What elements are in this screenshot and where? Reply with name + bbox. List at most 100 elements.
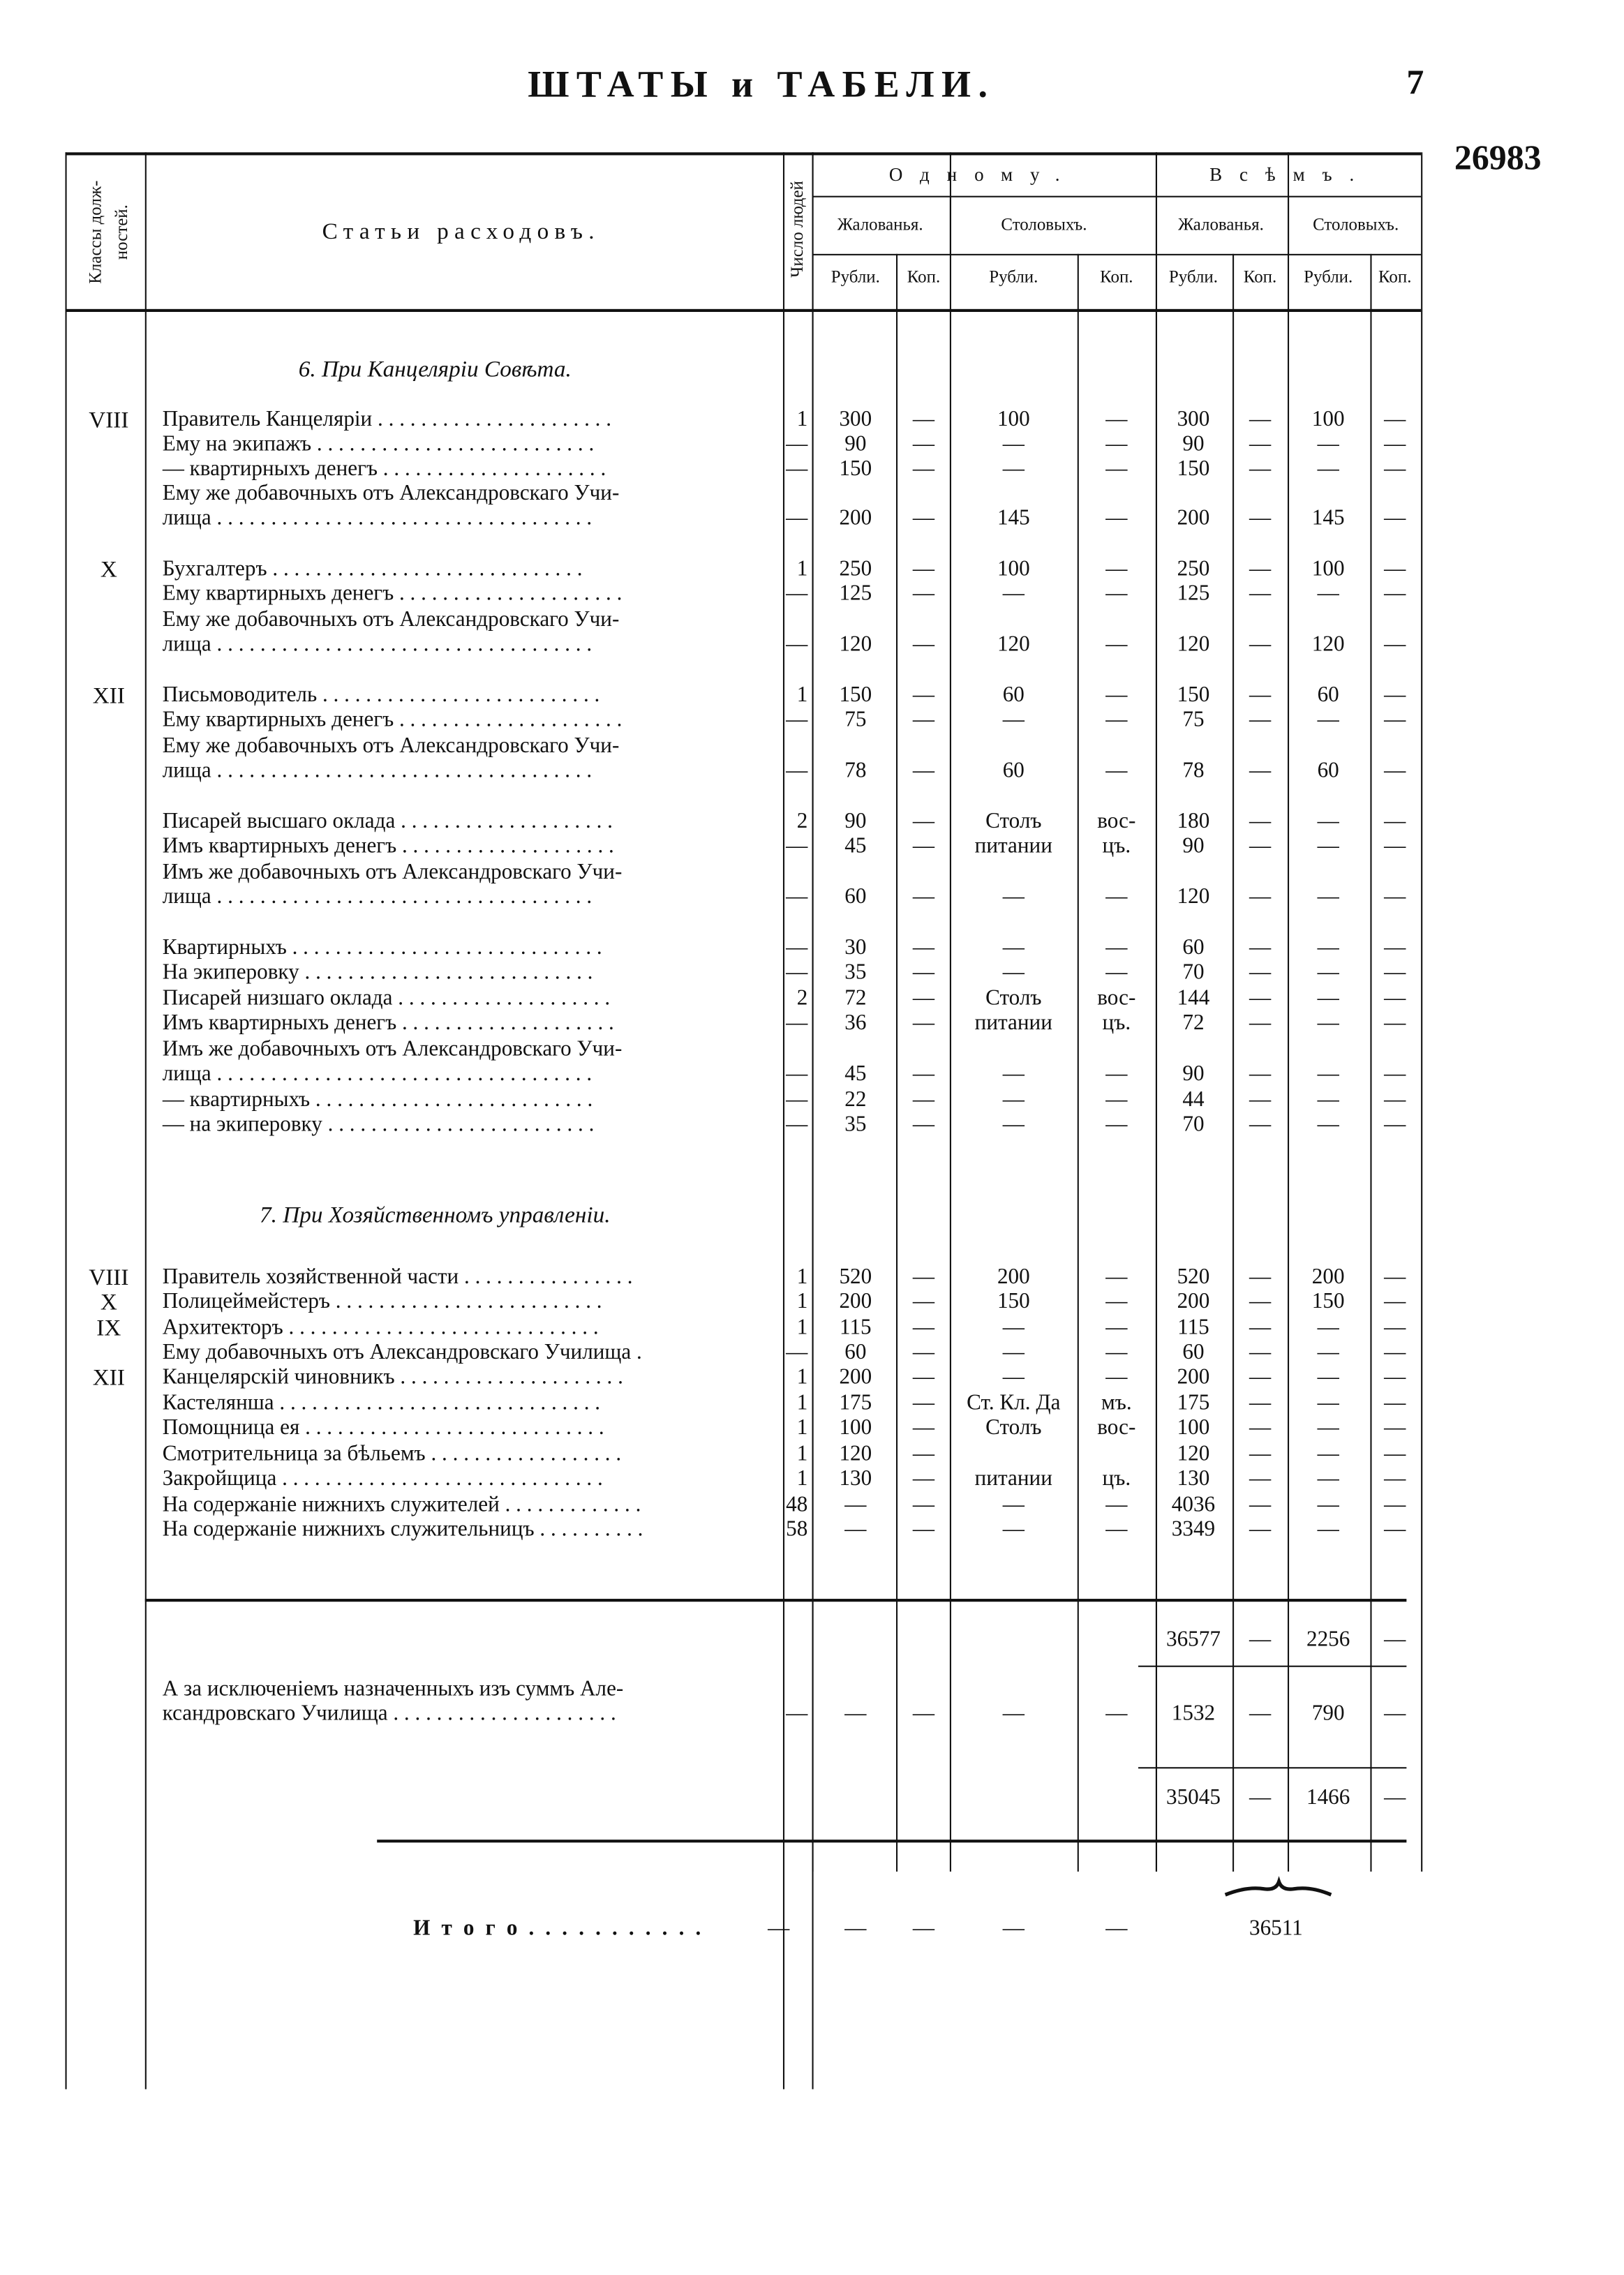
- people-count: 1: [796, 1392, 808, 1416]
- amount: —: [1249, 961, 1272, 985]
- amount: —: [1002, 457, 1025, 482]
- amount: 130: [839, 1467, 872, 1491]
- amount: —: [912, 507, 935, 530]
- item-text: Имъ же добавочныхъ отъ Александровскаго …: [162, 1038, 623, 1061]
- people-count: —: [786, 936, 808, 960]
- amount: 36577: [1165, 1628, 1221, 1652]
- amount: —: [1249, 886, 1272, 909]
- header-cell: ностей.: [110, 204, 132, 260]
- amount: 44: [1182, 1089, 1205, 1112]
- amount: 150: [1177, 684, 1210, 708]
- item-text: Правитель хозяйственной части . . . . . …: [162, 1265, 633, 1290]
- header-cell: Коп.: [1100, 266, 1133, 287]
- amount: —: [912, 1062, 935, 1087]
- amount: 100: [1177, 1417, 1210, 1440]
- people-count: 1: [796, 1366, 808, 1389]
- amount: —: [912, 582, 935, 606]
- rule: [144, 1599, 1407, 1602]
- amount: 200: [1311, 1265, 1345, 1290]
- amount: —: [1317, 1417, 1339, 1440]
- header-cell: Столовыхъ.: [1001, 214, 1087, 234]
- amount: —: [912, 1417, 935, 1440]
- amount: —: [1384, 987, 1406, 1011]
- class-rank: XII: [92, 684, 125, 709]
- item-text: лища . . . . . . . . . . . . . . . . . .…: [162, 759, 593, 783]
- rule: [1232, 253, 1235, 1872]
- item-text: Правитель Канцеляріи . . . . . . . . . .…: [162, 408, 612, 432]
- amount: 75: [844, 708, 867, 732]
- people-count: —: [786, 708, 808, 732]
- amount: —: [1249, 1366, 1272, 1389]
- amount: 200: [1177, 1366, 1210, 1389]
- amount: —: [1249, 759, 1272, 783]
- amount: —: [1384, 886, 1406, 909]
- item-text: Помощница ея . . . . . . . . . . . . . .…: [162, 1417, 604, 1440]
- amount: —: [1105, 1265, 1128, 1290]
- people-count: —: [786, 961, 808, 985]
- amount: 3349: [1171, 1518, 1216, 1542]
- amount: 150: [839, 457, 872, 482]
- amount: —: [1002, 1366, 1025, 1389]
- amount: —: [1317, 708, 1339, 732]
- amount: —: [1249, 1316, 1272, 1340]
- amount: 300: [1177, 408, 1210, 432]
- amount: —: [1384, 1012, 1406, 1036]
- amount: 115: [840, 1316, 872, 1340]
- amount: —: [1249, 558, 1272, 581]
- amount: —: [1249, 433, 1272, 456]
- amount: Столъ: [985, 810, 1042, 834]
- amount: —: [1317, 457, 1339, 482]
- amount: вос-: [1097, 1417, 1136, 1440]
- amount: —: [912, 886, 935, 909]
- amount: Столъ: [985, 987, 1042, 1011]
- amount: 60: [1182, 936, 1205, 960]
- item-text: Имъ квартирныхъ денегъ . . . . . . . . .…: [162, 835, 614, 858]
- amount: —: [1384, 835, 1406, 858]
- amount: —: [1105, 558, 1128, 581]
- amount: —: [1384, 759, 1406, 783]
- archive-number: 26983: [1454, 140, 1542, 178]
- rule: [1370, 253, 1373, 1872]
- item-text: На содержаніе нижнихъ служителей . . . .…: [162, 1493, 641, 1517]
- amount: —: [1384, 1113, 1406, 1137]
- rule: [949, 195, 952, 254]
- rule: [1138, 1767, 1407, 1769]
- amount: 70: [1182, 961, 1205, 985]
- people-count: 1: [796, 1316, 808, 1340]
- people-count: —: [786, 1062, 808, 1087]
- amount: —: [1317, 1316, 1339, 1340]
- amount: —: [1105, 408, 1128, 432]
- item-text: Письмоводитель . . . . . . . . . . . . .…: [162, 684, 600, 708]
- amount: —: [1317, 1442, 1339, 1466]
- amount: цъ.: [1102, 835, 1131, 858]
- amount: —: [1384, 1787, 1406, 1810]
- amount: —: [1105, 582, 1128, 606]
- amount: 120: [1311, 633, 1345, 657]
- amount: —: [1249, 1628, 1272, 1652]
- rule: [949, 152, 952, 1872]
- people-count: —: [786, 1113, 808, 1137]
- amount: 175: [839, 1392, 872, 1416]
- page-number: 7: [1406, 64, 1424, 103]
- amount: мъ.: [1101, 1392, 1132, 1416]
- amount: —: [912, 810, 935, 834]
- amount: 250: [839, 558, 872, 581]
- amount: —: [1105, 759, 1128, 783]
- amount: Столъ: [985, 1417, 1042, 1440]
- amount: —: [1384, 1265, 1406, 1290]
- amount: 90: [1182, 835, 1205, 858]
- item-text: лища . . . . . . . . . . . . . . . . . .…: [162, 633, 593, 657]
- people-count: —: [786, 507, 808, 530]
- amount: —: [912, 1265, 935, 1290]
- class-rank: VIII: [89, 408, 129, 433]
- header-cell: Одному.: [888, 163, 1078, 186]
- amount: —: [1317, 961, 1339, 985]
- amount: 78: [844, 759, 867, 783]
- amount: —: [1105, 1062, 1128, 1087]
- amount: —: [912, 408, 935, 432]
- amount: —: [1249, 408, 1272, 432]
- amount: —: [1384, 558, 1406, 581]
- amount: —: [1002, 886, 1025, 909]
- amount: —: [1002, 433, 1025, 456]
- people-count: —: [786, 433, 808, 456]
